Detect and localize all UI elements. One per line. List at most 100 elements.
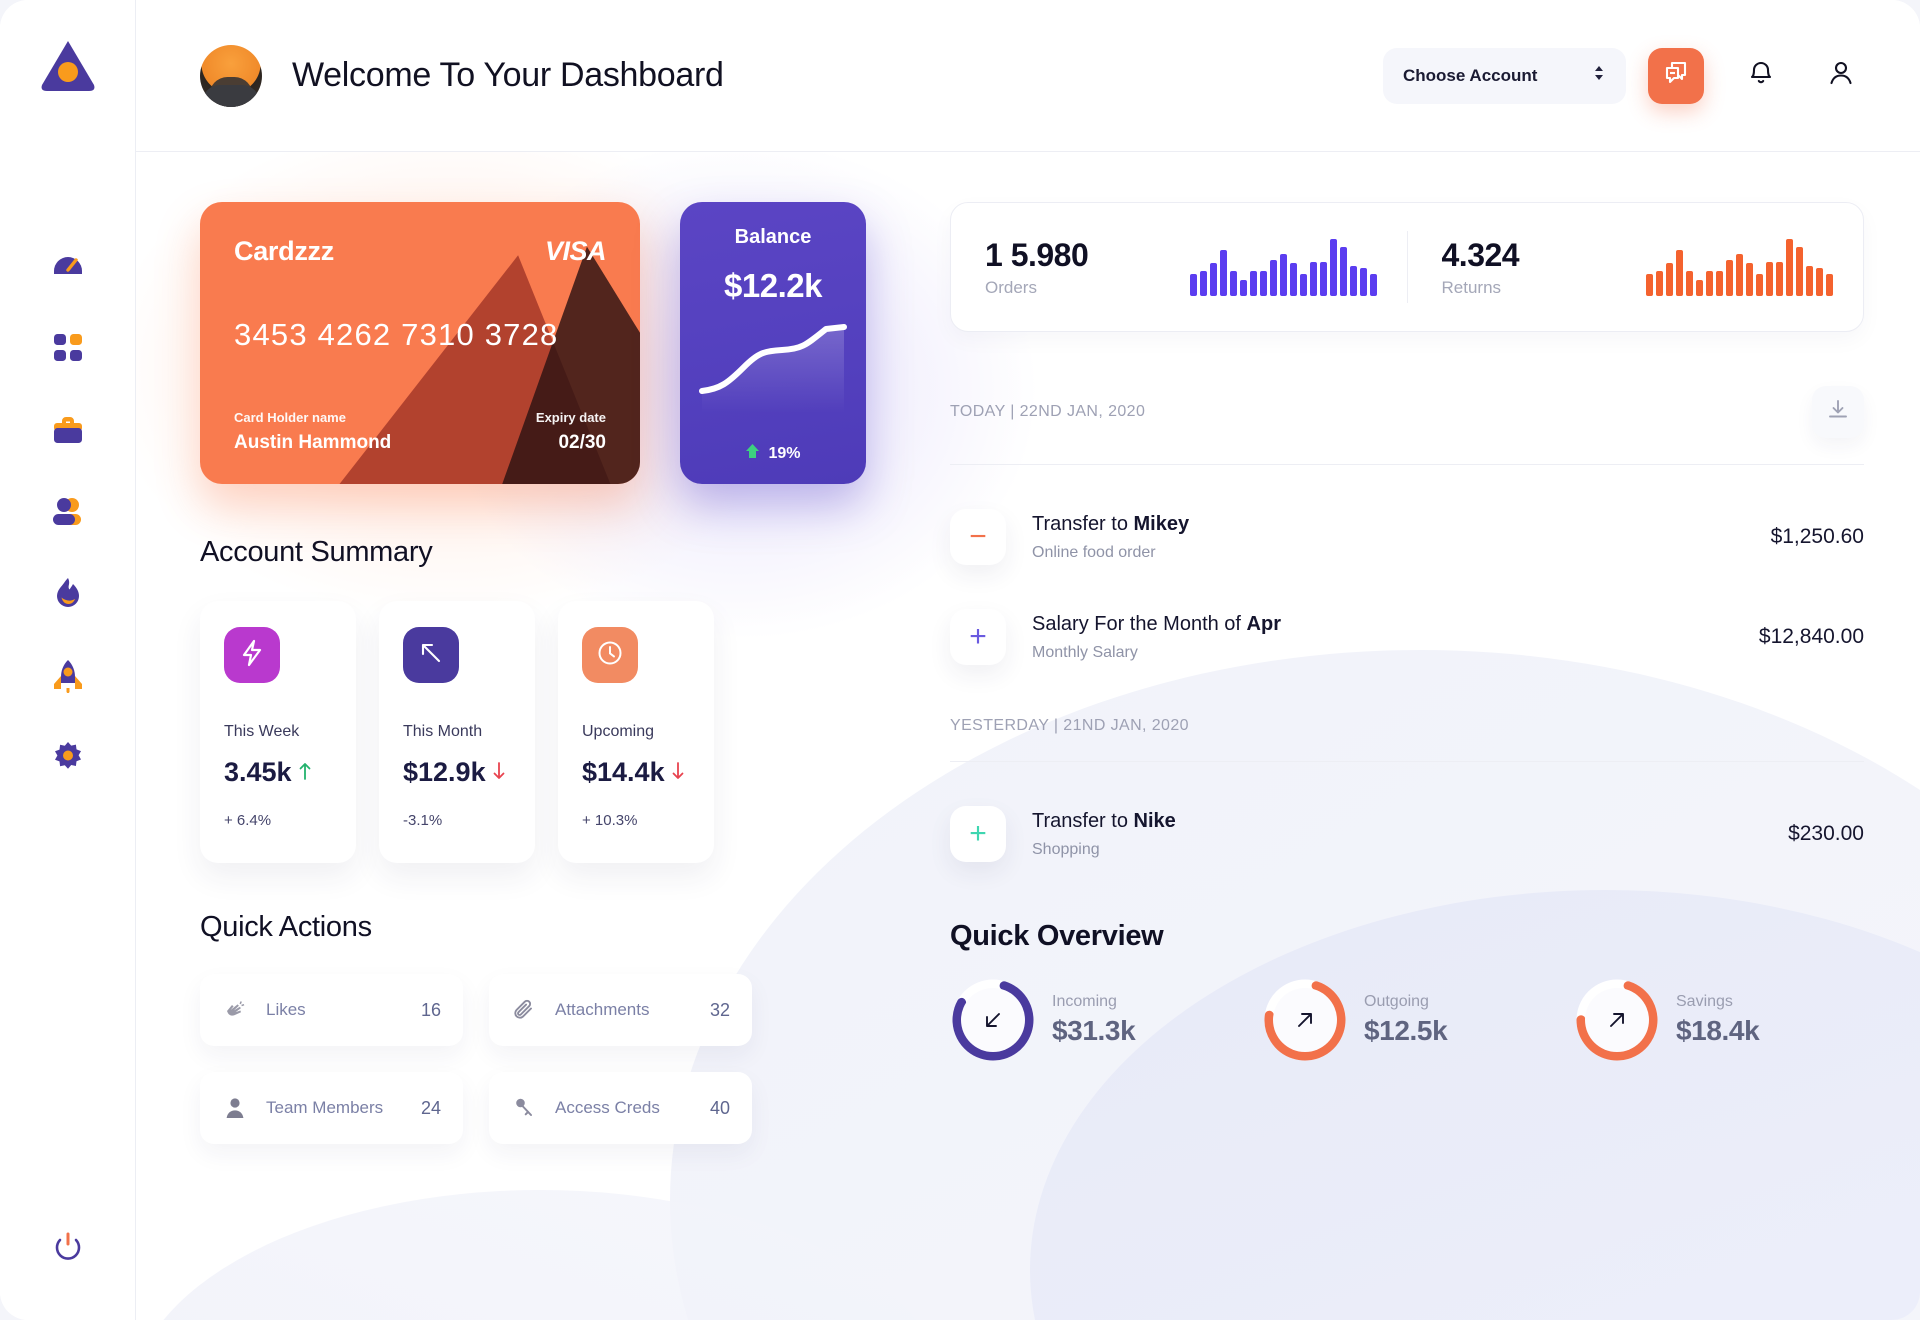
transaction-amount: $12,840.00 — [1758, 625, 1864, 648]
plus-icon: + — [969, 620, 987, 653]
arrow-up-left-icon — [418, 640, 444, 671]
account-select[interactable]: Choose Account — [1383, 47, 1626, 104]
quick-action-count: 24 — [420, 1097, 441, 1118]
quick-action-label: Likes — [266, 1000, 306, 1019]
card-expiry-value: 02/30 — [558, 432, 606, 453]
balance-card[interactable]: Balance $12.2k — [680, 202, 866, 484]
sidebar-item-launch[interactable] — [40, 658, 96, 698]
transaction-row[interactable]: + Transfer to Nike Shopping $230.00 — [950, 806, 1864, 862]
quick-action-likes[interactable]: Likes 16 — [200, 974, 463, 1046]
overview-value: $18.4k — [1676, 1015, 1760, 1046]
overview-item-incoming[interactable]: Incoming $31.3k — [950, 977, 1240, 1063]
bolt-icon — [239, 639, 265, 672]
messages-button[interactable] — [1648, 47, 1704, 104]
bar — [1329, 239, 1337, 296]
sidebar-item-dashboard[interactable] — [40, 248, 96, 288]
returns-bar-chart — [1646, 238, 1833, 296]
sidebar-item-trending[interactable] — [40, 576, 96, 616]
bell-icon — [1746, 58, 1776, 93]
power-button[interactable] — [46, 1226, 90, 1270]
bar — [1299, 274, 1307, 296]
savings-donut — [1574, 977, 1660, 1063]
paperclip-icon — [511, 998, 537, 1022]
quick-overview-title: Quick Overview — [950, 920, 1164, 952]
summary-card-this-month[interactable]: This Month $12.9k -3.1% — [379, 601, 535, 863]
summary-label: This Month — [403, 723, 483, 740]
quick-actions-grid: Likes 16 Attachments 32 — [200, 974, 880, 1144]
overview-item-outgoing[interactable]: Outgoing $12.5k — [1262, 977, 1552, 1063]
balance-change-value: 19% — [768, 444, 801, 462]
bar — [1746, 263, 1753, 296]
transactions-header-yesterday: YESTERDAY | 21ND JAN, 2020 — [950, 717, 1864, 735]
summary-value: $14.4k — [582, 757, 690, 788]
transaction-subtitle: Monthly Salary — [1032, 643, 1138, 661]
sidebar-item-team[interactable] — [40, 494, 96, 534]
bar — [1766, 261, 1773, 296]
transaction-row[interactable]: − Transfer to Mikey Online food order $1… — [950, 509, 1864, 565]
top-bar: Welcome To Your Dashboard Choose Account — [136, 0, 1920, 152]
notifications-button[interactable] — [1738, 53, 1784, 99]
bar — [1359, 268, 1367, 296]
balance-title: Balance — [734, 226, 812, 248]
bar — [1219, 250, 1227, 296]
users-icon — [51, 497, 85, 532]
profile-button[interactable] — [1818, 53, 1864, 99]
arrow-up-icon — [298, 757, 312, 788]
bar — [1369, 274, 1377, 296]
chevron-updown-icon — [1592, 63, 1606, 88]
transactions-header-today: TODAY | 22ND JAN, 2020 — [950, 386, 1864, 438]
transaction-subtitle: Shopping — [1032, 840, 1100, 858]
quick-action-access-creds[interactable]: Access Creds 40 — [489, 1072, 752, 1144]
quick-action-attachments[interactable]: Attachments 32 — [489, 974, 752, 1046]
left-column: Cardzzz VISA 3453 4262 7310 3728 Card Ho… — [200, 202, 880, 1320]
quick-action-count: 32 — [709, 999, 730, 1020]
card-brand: Cardzzz — [234, 236, 334, 266]
sidebar-item-projects[interactable] — [40, 412, 96, 452]
bar — [1209, 263, 1217, 296]
bar — [1229, 271, 1237, 296]
plus-icon-container: + — [950, 806, 1006, 862]
orders-bar-chart — [1189, 238, 1377, 296]
summary-value-text: $14.4k — [582, 757, 665, 787]
stat-label: Returns — [1441, 277, 1502, 297]
summary-value: $12.9k — [403, 757, 511, 788]
bar — [1696, 280, 1703, 296]
bar — [1676, 250, 1683, 296]
arrow-up-left-icon-container — [403, 627, 459, 683]
bar — [1826, 274, 1833, 296]
flame-icon — [54, 577, 82, 616]
bar — [1666, 263, 1673, 296]
card-holder-name: Austin Hammond — [234, 432, 392, 453]
triangle-logo[interactable] — [36, 34, 100, 98]
transaction-row[interactable]: + Salary For the Month of Apr Monthly Sa… — [950, 609, 1864, 665]
download-button[interactable] — [1812, 386, 1864, 438]
sidebar-item-apps[interactable] — [40, 330, 96, 370]
quick-action-label: Team Members — [266, 1098, 384, 1117]
bar — [1716, 271, 1723, 296]
transaction-title: Transfer to Nike — [1032, 810, 1176, 833]
stat-label: Orders — [985, 277, 1037, 297]
credit-card[interactable]: Cardzzz VISA 3453 4262 7310 3728 Card Ho… — [200, 202, 640, 484]
power-icon — [51, 1229, 85, 1268]
sidebar-item-settings[interactable] — [40, 740, 96, 780]
stat-returns: 4.324 Returns — [1406, 231, 1864, 303]
summary-card-this-week[interactable]: This Week 3.45k + 6.4% — [200, 601, 356, 863]
rocket-icon — [52, 659, 84, 698]
clock-icon-container — [582, 627, 638, 683]
main-area: Welcome To Your Dashboard Choose Account — [136, 0, 1920, 1320]
quick-overview-row: Incoming $31.3k Outgoing — [950, 977, 1864, 1063]
quick-actions-title: Quick Actions — [200, 911, 372, 943]
summary-card-upcoming[interactable]: Upcoming $14.4k + 10.3% — [558, 601, 714, 863]
bar — [1816, 268, 1823, 296]
summary-delta: -3.1% — [403, 812, 443, 829]
user-avatar[interactable] — [200, 44, 262, 107]
arrow-down-icon — [492, 757, 506, 788]
sidebar-nav — [0, 248, 135, 780]
transaction-amount: $1,250.60 — [1770, 525, 1864, 548]
arrow-up-right-icon — [1585, 988, 1649, 1052]
person-icon — [1826, 58, 1856, 93]
transaction-title-bold: Mikey — [1133, 512, 1190, 535]
quick-action-team-members[interactable]: Team Members 24 — [200, 1072, 463, 1144]
transaction-amount: $230.00 — [1788, 822, 1864, 845]
overview-item-savings[interactable]: Savings $18.4k — [1574, 977, 1864, 1063]
